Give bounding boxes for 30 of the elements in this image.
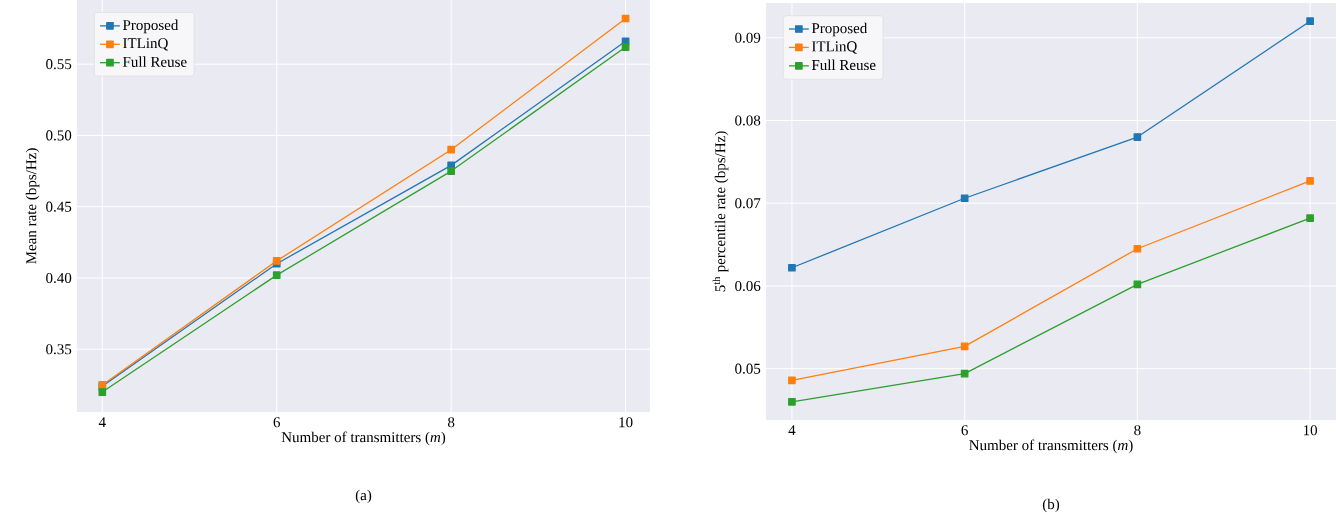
legend-label: Proposed bbox=[122, 19, 179, 34]
y-tick-label: 0.45 bbox=[46, 201, 72, 212]
x-tick-label: 8 bbox=[447, 417, 455, 428]
legend-label: Full Reuse bbox=[122, 56, 187, 67]
y-tick-label: 0.55 bbox=[46, 59, 72, 70]
y-tick-label: 0.08 bbox=[735, 115, 761, 126]
y-tick-label: 0.50 bbox=[46, 130, 72, 141]
legend-label: Full Reuse bbox=[811, 59, 876, 71]
x-tick-label: 10 bbox=[1303, 425, 1318, 436]
x-tick-label: 6 bbox=[961, 425, 968, 436]
y-tick-label: 0.40 bbox=[46, 272, 72, 284]
y-tick-label: 0.07 bbox=[735, 198, 761, 209]
text: (b) bbox=[1042, 498, 1060, 513]
y-axis-title: 5$^{th}$ percentile rate (bps/Hz) bbox=[712, 131, 729, 292]
legend-label: ITLinQ bbox=[123, 38, 169, 51]
x-axis-title: Number of transmitters (m) bbox=[969, 439, 1133, 454]
legend-label: Proposed bbox=[811, 22, 868, 37]
x-tick-label: 4 bbox=[788, 425, 796, 436]
x-axis-title: Number of transmitters (m) bbox=[281, 431, 446, 446]
y-tick-label: 0.35 bbox=[46, 344, 72, 355]
x-tick-label: 6 bbox=[273, 417, 281, 428]
x-tick-label: 4 bbox=[98, 417, 106, 428]
y-tick-label: 0.05 bbox=[735, 363, 761, 374]
y-tick-label: 0.09 bbox=[735, 32, 761, 43]
text: (a) bbox=[355, 489, 372, 504]
y-tick-label: 0.06 bbox=[735, 280, 761, 292]
y-axis-title: Mean rate (bps/Hz) bbox=[25, 148, 40, 264]
legend-label: ITLinQ bbox=[811, 41, 858, 54]
x-tick-label: 8 bbox=[1134, 425, 1141, 436]
x-tick-label: 10 bbox=[619, 417, 633, 428]
